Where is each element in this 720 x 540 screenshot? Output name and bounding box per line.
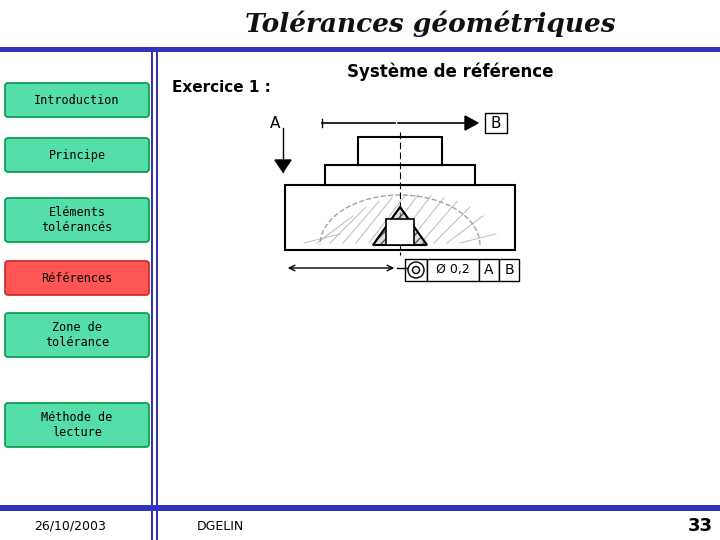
Bar [405, 259, 427, 281]
FancyBboxPatch shape [5, 198, 149, 242]
FancyBboxPatch shape [5, 313, 149, 357]
Text: DGELIN: DGELIN [197, 519, 243, 532]
FancyBboxPatch shape [5, 138, 149, 172]
Text: B: B [504, 263, 514, 277]
Text: Méthode de
lecture: Méthode de lecture [41, 411, 112, 439]
Bar [151, 511, 153, 540]
Circle shape [413, 267, 420, 273]
Polygon shape [373, 207, 427, 245]
Polygon shape [275, 160, 291, 172]
Text: 33: 33 [688, 517, 713, 535]
Bar [485, 113, 507, 133]
Text: Ø 0,2: Ø 0,2 [436, 264, 470, 276]
Bar [0, 505, 720, 511]
Circle shape [408, 262, 424, 278]
Bar [358, 137, 442, 165]
Text: Principe: Principe [48, 148, 106, 161]
Text: 26/10/2003: 26/10/2003 [34, 519, 106, 532]
Bar [499, 259, 519, 281]
Bar [151, 47, 153, 507]
FancyBboxPatch shape [5, 261, 149, 295]
FancyBboxPatch shape [5, 83, 149, 117]
Text: A: A [269, 116, 280, 131]
Bar [427, 259, 479, 281]
Text: B: B [491, 116, 501, 131]
Bar [156, 47, 158, 507]
Text: Tolérances géométriques: Tolérances géométriques [245, 11, 616, 37]
Text: Références: Références [41, 272, 112, 285]
Text: Système de référence: Système de référence [347, 63, 553, 81]
Text: Zone de
tolérance: Zone de tolérance [45, 321, 109, 349]
Bar [0, 47, 720, 52]
Text: Exercice 1 :: Exercice 1 : [172, 79, 271, 94]
Text: Introduction: Introduction [35, 93, 120, 106]
FancyBboxPatch shape [5, 403, 149, 447]
Bar [0, 0, 720, 47]
Polygon shape [465, 116, 478, 130]
Bar [325, 165, 475, 185]
Bar [285, 185, 515, 250]
Text: A: A [485, 263, 494, 277]
Bar [479, 259, 499, 281]
Bar [386, 219, 414, 245]
Text: Eléments
tolérancés: Eléments tolérancés [41, 206, 112, 234]
Bar [156, 511, 158, 540]
